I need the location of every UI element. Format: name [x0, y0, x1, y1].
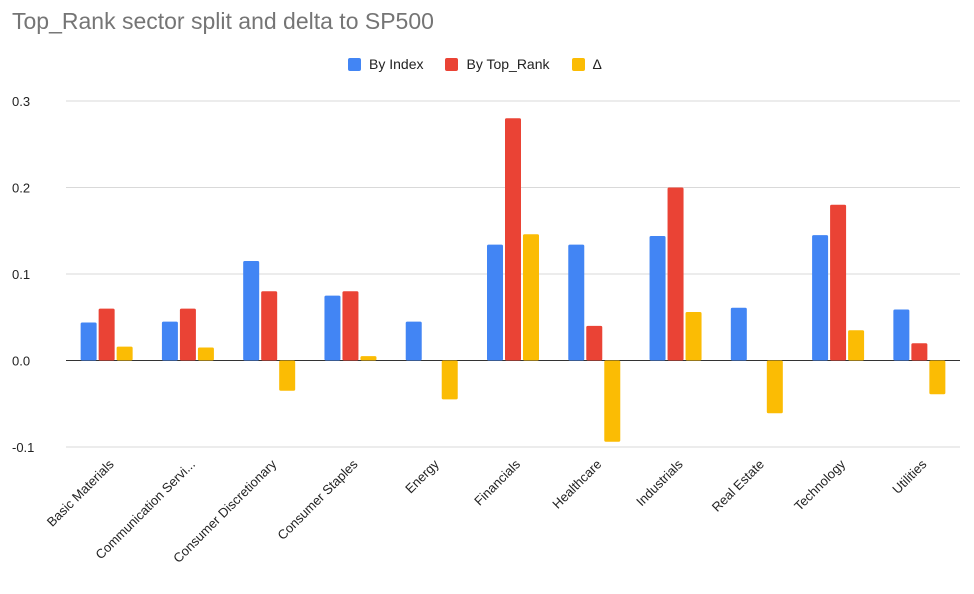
bar-delta-financials	[523, 234, 539, 361]
bar-by-index-healthcare	[568, 244, 585, 361]
bar-by-index-consumer-discretionary	[243, 261, 260, 361]
legend: By Index By Top_Rank Δ	[348, 56, 624, 72]
bar-delta-consumer-discretionary	[279, 360, 296, 391]
bar-by-top-rank-consumer-staples	[342, 291, 359, 361]
legend-item-delta: Δ	[571, 56, 602, 72]
x-tick-label-technology: Technology	[791, 456, 848, 513]
bar-by-top-rank-communication-servi	[179, 308, 196, 361]
x-tick-label-utilities: Utilities	[889, 456, 930, 497]
bar-by-index-financials	[487, 244, 503, 361]
x-tick-label-consumer-staples: Consumer Staples	[274, 456, 361, 543]
legend-swatch-by-top-rank	[445, 57, 459, 71]
bar-delta-utilities	[929, 360, 946, 395]
y-tick-label: 0.1	[12, 267, 30, 282]
bar-delta-energy	[441, 360, 458, 400]
bar-delta-basic-materials	[116, 346, 133, 361]
legend-swatch-delta	[571, 57, 585, 71]
legend-label-by-top-rank: By Top_Rank	[466, 56, 550, 72]
x-tick-label-industrials: Industrials	[633, 456, 686, 509]
bar-by-index-consumer-staples	[324, 295, 341, 361]
x-tick-label-real-estate: Real Estate	[709, 457, 767, 515]
bar-by-index-basic-materials	[80, 322, 97, 361]
bar-delta-industrials	[685, 312, 702, 361]
legend-item-by-top-rank: By Top_Rank	[445, 56, 550, 72]
legend-label-delta: Δ	[592, 56, 602, 72]
bar-delta-healthcare	[604, 360, 621, 442]
bar-by-index-real-estate	[730, 307, 747, 361]
bar-delta-consumer-staples	[360, 356, 377, 361]
x-tick-label-financials: Financials	[471, 456, 523, 508]
bar-by-top-rank-basic-materials	[98, 308, 115, 361]
bar-by-index-utilities	[893, 309, 910, 361]
bar-by-top-rank-healthcare	[586, 325, 603, 361]
bar-by-top-rank-industrials	[667, 187, 684, 361]
y-tick-label: -0.1	[12, 440, 34, 455]
x-tick-label-basic-materials: Basic Materials	[44, 456, 117, 529]
bar-by-index-energy	[405, 321, 422, 361]
x-tick-label-healthcare: Healthcare	[549, 457, 604, 512]
bar-delta-real-estate	[766, 360, 783, 414]
legend-item-by-index: By Index	[348, 56, 423, 72]
bar-by-index-industrials	[649, 235, 666, 361]
bar-delta-technology	[848, 330, 865, 361]
bar-by-top-rank-utilities	[911, 343, 928, 361]
bar-by-index-communication-servi	[161, 321, 178, 361]
bar-by-top-rank-consumer-discretionary	[261, 291, 278, 361]
chart-title: Top_Rank sector split and delta to SP500	[12, 8, 434, 34]
legend-swatch-by-index	[348, 57, 361, 71]
bar-by-top-rank-technology	[830, 204, 847, 361]
x-tick-label-energy: Energy	[402, 456, 442, 496]
legend-label-by-index: By Index	[369, 56, 424, 72]
bar-by-top-rank-financials	[505, 118, 521, 361]
y-tick-label: 0.3	[12, 94, 30, 109]
bar-delta-communication-servi	[197, 347, 214, 361]
bar-by-index-technology	[812, 235, 829, 361]
y-tick-label: 0.2	[12, 181, 30, 196]
y-tick-label: 0.0	[12, 354, 30, 369]
